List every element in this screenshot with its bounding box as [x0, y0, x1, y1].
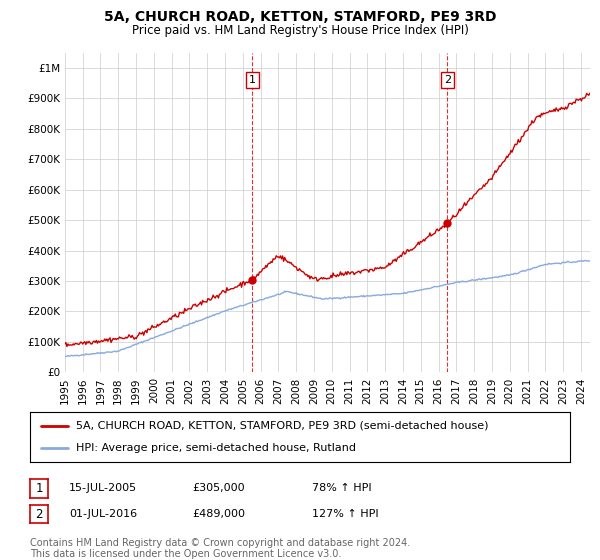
Text: 15-JUL-2005: 15-JUL-2005: [69, 483, 137, 493]
Text: £489,000: £489,000: [192, 509, 245, 519]
Text: 1: 1: [249, 75, 256, 85]
Text: HPI: Average price, semi-detached house, Rutland: HPI: Average price, semi-detached house,…: [76, 443, 356, 453]
Text: 127% ↑ HPI: 127% ↑ HPI: [312, 509, 379, 519]
Text: 01-JUL-2016: 01-JUL-2016: [69, 509, 137, 519]
Text: Price paid vs. HM Land Registry's House Price Index (HPI): Price paid vs. HM Land Registry's House …: [131, 24, 469, 36]
Text: Contains HM Land Registry data © Crown copyright and database right 2024.
This d: Contains HM Land Registry data © Crown c…: [30, 538, 410, 559]
Text: £305,000: £305,000: [192, 483, 245, 493]
Text: 1: 1: [35, 482, 43, 495]
Text: 5A, CHURCH ROAD, KETTON, STAMFORD, PE9 3RD: 5A, CHURCH ROAD, KETTON, STAMFORD, PE9 3…: [104, 10, 496, 24]
Text: 2: 2: [35, 507, 43, 521]
Text: 2: 2: [444, 75, 451, 85]
Text: 78% ↑ HPI: 78% ↑ HPI: [312, 483, 371, 493]
Text: 5A, CHURCH ROAD, KETTON, STAMFORD, PE9 3RD (semi-detached house): 5A, CHURCH ROAD, KETTON, STAMFORD, PE9 3…: [76, 421, 488, 431]
